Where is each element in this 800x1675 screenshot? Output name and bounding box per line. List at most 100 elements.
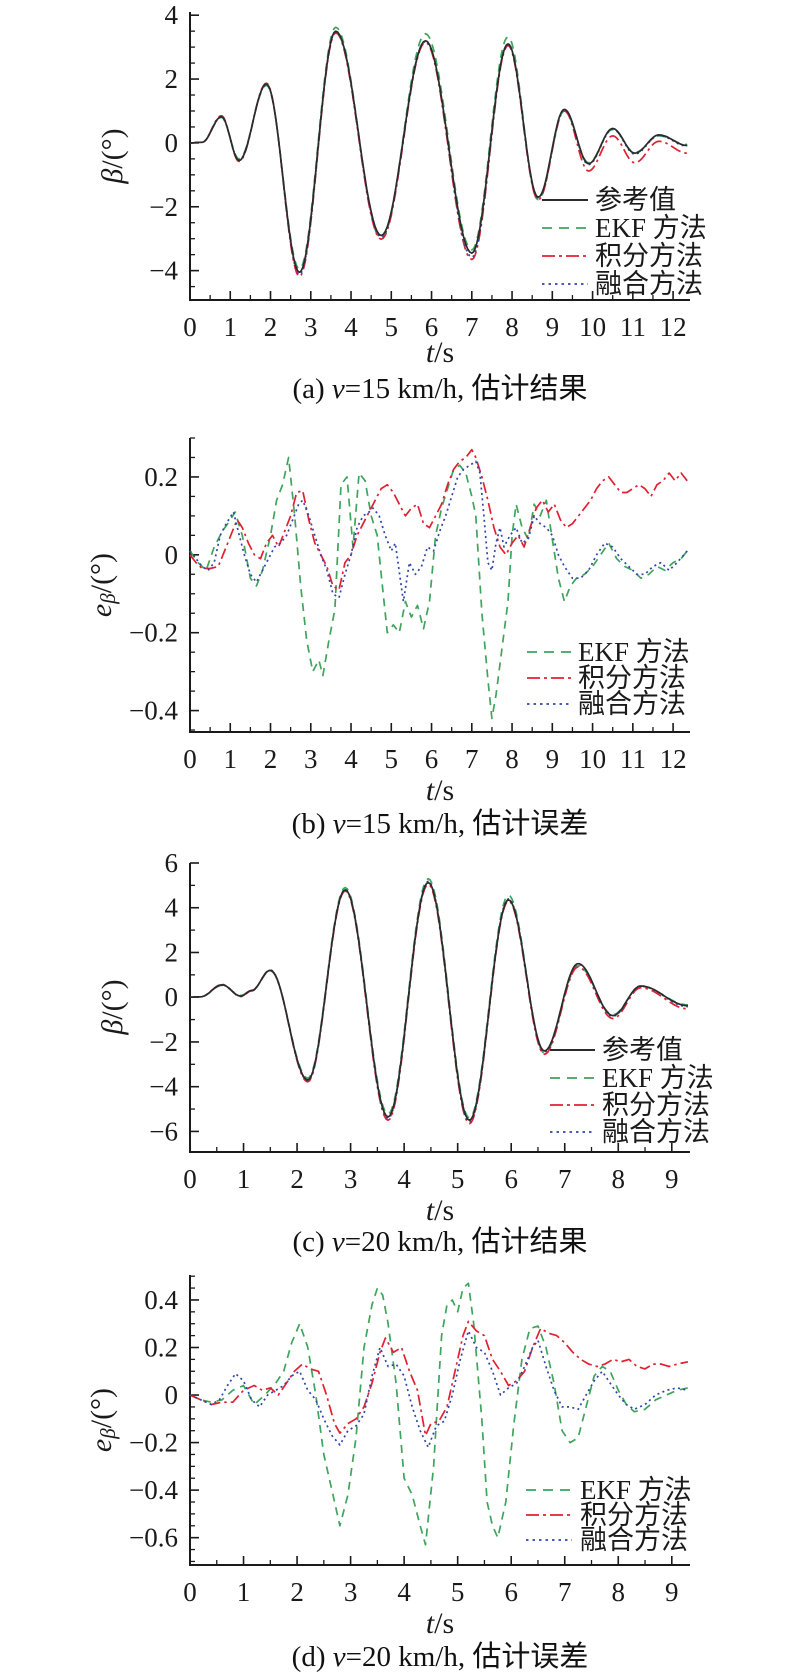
x-tick-label: 7: [465, 744, 479, 774]
x-tick-label: 4: [344, 312, 358, 342]
legend-label-fusion: 融合方法: [602, 1117, 710, 1147]
x-tick-label: 5: [385, 312, 399, 342]
x-tick-label: 9: [665, 1164, 679, 1194]
x-tick-label: 4: [344, 744, 358, 774]
x-tick-label: 0: [183, 1577, 197, 1607]
legend-label-integral: 积分方法: [595, 241, 703, 271]
legend-item-reference: 参考值: [542, 185, 676, 215]
caption-b: (b) v=15 km/h, 估计误差: [291, 808, 589, 840]
x-tick-label: 8: [505, 744, 519, 774]
x-tick-label: 1: [237, 1164, 251, 1194]
panel-b: −0.4 −0.2 0 0.2 0 1 2 3 4 5 6 7 8 9 10 11 12 EKF 方法 积分方法 融合…: [0, 405, 800, 840]
x-tick-label: 3: [304, 312, 318, 342]
x-tick-label: 4: [397, 1164, 411, 1194]
x-tick-label: 7: [558, 1577, 572, 1607]
x-tick-label: 2: [290, 1577, 304, 1607]
x-axis-label: t/s: [426, 1607, 454, 1640]
legend-label-ekf: EKF 方法: [578, 637, 690, 667]
caption-d: (d) v=20 km/h, 估计误差: [291, 1641, 589, 1673]
x-tick-label: 9: [546, 744, 560, 774]
x-tick-label: 8: [505, 312, 519, 342]
legend-item-ekf: EKF 方法: [550, 1063, 714, 1093]
caption-c: (c) v=20 km/h, 估计结果: [292, 1226, 588, 1258]
y-tick-label: −0.2: [129, 618, 178, 648]
legend-item-integral: 积分方法: [527, 663, 686, 693]
legend-item-fusion: 融合方法: [526, 1525, 688, 1555]
legend-label-integral: 积分方法: [580, 1500, 688, 1530]
y-tick-label: 0.4: [144, 1285, 178, 1315]
x-tick-label: 3: [304, 744, 318, 774]
legend-label-ekf: EKF 方法: [595, 213, 707, 243]
legend-item-reference: 参考值: [550, 1035, 683, 1065]
x-tick-label: 3: [344, 1577, 358, 1607]
legend-item-ekf: EKF 方法: [526, 1475, 692, 1505]
y-axis-label: β/(°): [96, 128, 129, 184]
series-reference-line: [189, 30, 688, 274]
chart-d-svg: −0.6 −0.4 −0.2 0 0.2 0.4 0 1 2 3 4 5 6 7 8 9 EKF 方法积分方法融…: [85, 1275, 692, 1640]
y-tick-label: 2: [165, 937, 179, 967]
y-tick-label: −6: [149, 1116, 178, 1146]
series-reference-line: [189, 881, 688, 1122]
y-axis-label: eβ/(°): [85, 553, 121, 617]
x-tick-label: 2: [264, 312, 278, 342]
panel-c: −6 −4 −2 0 2 4 6 0 1 2 3 4 5 6 7 8 9 参考值 EKF 方法 积分方法 融合方法 β/(…: [0, 830, 800, 1262]
panel-d: −0.6 −0.4 −0.2 0 0.2 0.4 0 1 2 3 4 5 6 7 8 9 EKF 方法 积分方法融…: [0, 1262, 800, 1675]
y-tick-label: 0.2: [144, 462, 178, 492]
x-axis-label: t/s: [426, 1194, 454, 1227]
x-tick-label: 0: [183, 312, 197, 342]
x-tick-label: 6: [425, 744, 439, 774]
x-tick-label: 6: [504, 1164, 518, 1194]
x-tick-label: 10: [579, 312, 606, 342]
x-tick-label: 8: [612, 1577, 626, 1607]
y-tick-label: −4: [149, 256, 178, 286]
x-tick-label: 1: [224, 312, 238, 342]
x-tick-label: 2: [290, 1164, 304, 1194]
x-tick-label: 5: [385, 744, 399, 774]
legend-label-ekf: EKF 方法: [580, 1475, 692, 1505]
y-tick-label: −0.2: [129, 1428, 178, 1458]
legend-item-fusion: 融合方法: [527, 689, 686, 719]
legend-label-reference: 参考值: [602, 1035, 683, 1065]
y-tick-label: 4: [165, 893, 179, 923]
y-tick-label: 0: [165, 540, 179, 570]
x-tick-label: 9: [546, 312, 560, 342]
y-tick-label: −2: [149, 1027, 178, 1057]
y-axis-label: β/(°): [96, 979, 129, 1035]
legend-label-ekf: EKF 方法: [602, 1063, 714, 1093]
x-tick-label: 5: [451, 1164, 465, 1194]
y-tick-label: 0.2: [144, 1333, 178, 1363]
x-tick-label: 9: [665, 1577, 679, 1607]
x-tick-label: 0: [183, 744, 197, 774]
x-axis-label: t/s: [426, 774, 454, 807]
y-tick-label: 4: [165, 0, 179, 30]
legend-item-integral: 积分方法: [526, 1500, 688, 1530]
x-tick-label: 1: [237, 1577, 251, 1607]
series-ekf-line: [189, 456, 688, 720]
legend-label-integral: 积分方法: [602, 1090, 710, 1120]
x-tick-label: 5: [451, 1577, 465, 1607]
legend-item-ekf: EKF 方法: [527, 637, 690, 667]
x-tick-label: 4: [397, 1577, 411, 1607]
legend-item-fusion: 融合方法: [542, 269, 703, 299]
x-tick-label: 7: [465, 312, 479, 342]
x-tick-label: 6: [504, 1577, 518, 1607]
y-tick-label: −0.6: [129, 1523, 178, 1553]
series-integral-line: [189, 448, 688, 591]
legend-label-reference: 参考值: [595, 185, 676, 215]
x-tick-label: 3: [344, 1164, 358, 1194]
x-axis-label: t/s: [426, 336, 454, 369]
legend-label-fusion: 融合方法: [578, 689, 686, 719]
x-tick-label: 7: [558, 1164, 572, 1194]
x-tick-label: 2: [264, 744, 278, 774]
y-axis-label: eβ/(°): [85, 1388, 121, 1452]
x-tick-label: 6: [425, 312, 439, 342]
series-fusion-line: [189, 460, 688, 603]
y-tick-label: −0.4: [129, 696, 178, 726]
legend-label-fusion: 融合方法: [595, 269, 703, 299]
y-tick-label: −2: [149, 192, 178, 222]
y-tick-label: 0: [165, 128, 179, 158]
